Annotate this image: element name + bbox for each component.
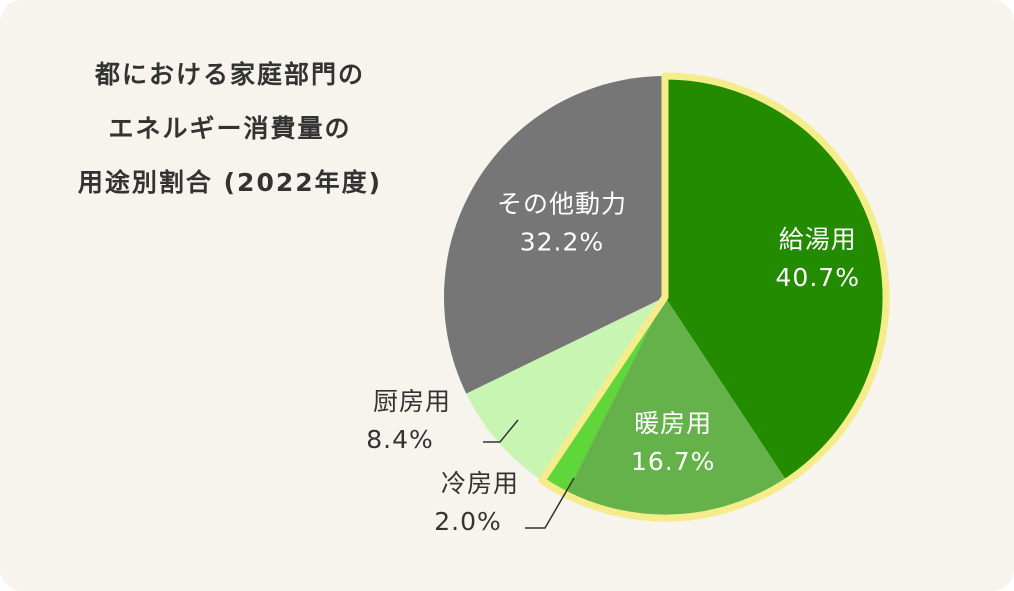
chart-title: 都における家庭部門の エネルギー消費量の 用途別割合 (2022年度) <box>30 48 430 210</box>
pie-slice-2 <box>565 297 787 518</box>
slice-label-4: 厨房用 <box>373 387 451 416</box>
slice-value-4: 8.4% <box>366 425 434 454</box>
slice-label-3: 冷房用 <box>441 469 519 498</box>
slice-value-2: 16.7% <box>631 447 715 476</box>
pie-slice-5 <box>443 76 665 394</box>
slice-label-1: 給湯用 <box>779 225 857 254</box>
slice-value-3: 2.0% <box>434 507 502 536</box>
pie-slice-4 <box>466 297 665 481</box>
chart-title-line-3: 用途別割合 (2022年度) <box>77 168 383 197</box>
pie-slices <box>443 76 887 518</box>
slice-value-1: 40.7% <box>776 263 860 292</box>
pie-slice-1 <box>665 76 887 482</box>
chart-title-line-2: エネルギー消費量の <box>108 114 352 143</box>
slice-labels: 給湯用 40.7% 暖房用 16.7% 冷房用 2.0% 厨房用 8.4% その他動力 32.2% <box>366 190 860 536</box>
leader-lines <box>483 419 575 529</box>
slice-label-2: 暖房用 <box>634 409 712 438</box>
leader-line-3 <box>525 477 575 529</box>
chart-title-line-1: 都における家庭部門の <box>94 60 365 89</box>
slice-value-5: 32.2% <box>520 228 604 257</box>
leader-line-4 <box>483 419 519 443</box>
highlight-outline <box>538 72 890 522</box>
slice-label-5: その他動力 <box>497 190 627 219</box>
